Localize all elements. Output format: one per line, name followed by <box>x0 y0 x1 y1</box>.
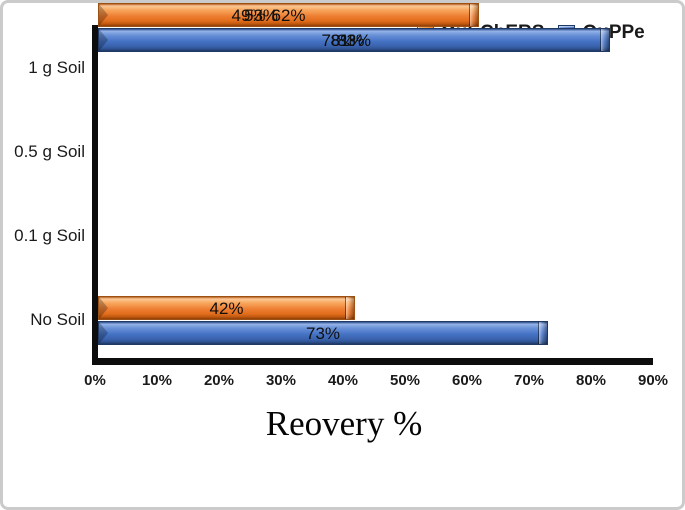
bar-value-label: 81% <box>330 31 365 50</box>
bar-quppe-no-soil: 83% <box>98 28 610 52</box>
x-tick: 10% <box>141 372 172 389</box>
bar-value-label: 78% <box>321 31 356 50</box>
x-tick: 80% <box>575 372 607 389</box>
x-tick: 70% <box>513 372 545 389</box>
bar-value-label: 42% <box>209 299 244 318</box>
bar-quechers-no-soil: 62% <box>98 3 479 27</box>
bar-quechers-1g-soil: 42% <box>98 296 355 320</box>
bar-group-no-soil: 62% 83% <box>98 3 610 53</box>
bar-value-label: 62% <box>271 6 306 25</box>
bar-value-label: 49% <box>231 6 266 25</box>
x-axis-ticks: 0% 10% 20% 30% 40% 50% 60% 70% 80% 90% <box>84 372 668 392</box>
category-label: No Soil <box>30 310 85 329</box>
x-tick: 60% <box>451 372 483 389</box>
x-tick: 40% <box>327 372 358 389</box>
x-tick: 30% <box>265 372 296 389</box>
bar-quppe-1g-soil: 73% <box>98 321 548 345</box>
x-tick: 50% <box>389 372 421 389</box>
category-label: 0.5 g Soil <box>14 142 85 161</box>
x-axis-title: Reovery % <box>265 404 423 443</box>
x-tick: 0% <box>84 372 106 389</box>
bar-value-label: 73% <box>305 324 341 343</box>
bar-value-label: 53% <box>243 6 279 25</box>
x-tick: 20% <box>203 372 234 389</box>
bar-group-1g-soil: 42% 73% <box>98 296 548 346</box>
x-tick: 90% <box>637 372 669 389</box>
y-axis-line <box>92 25 98 365</box>
category-label: 1 g Soil <box>28 58 85 77</box>
category-label: 0.1 g Soil <box>14 226 85 245</box>
x-axis-line <box>92 358 653 365</box>
bar-value-label: 83% <box>336 31 372 50</box>
